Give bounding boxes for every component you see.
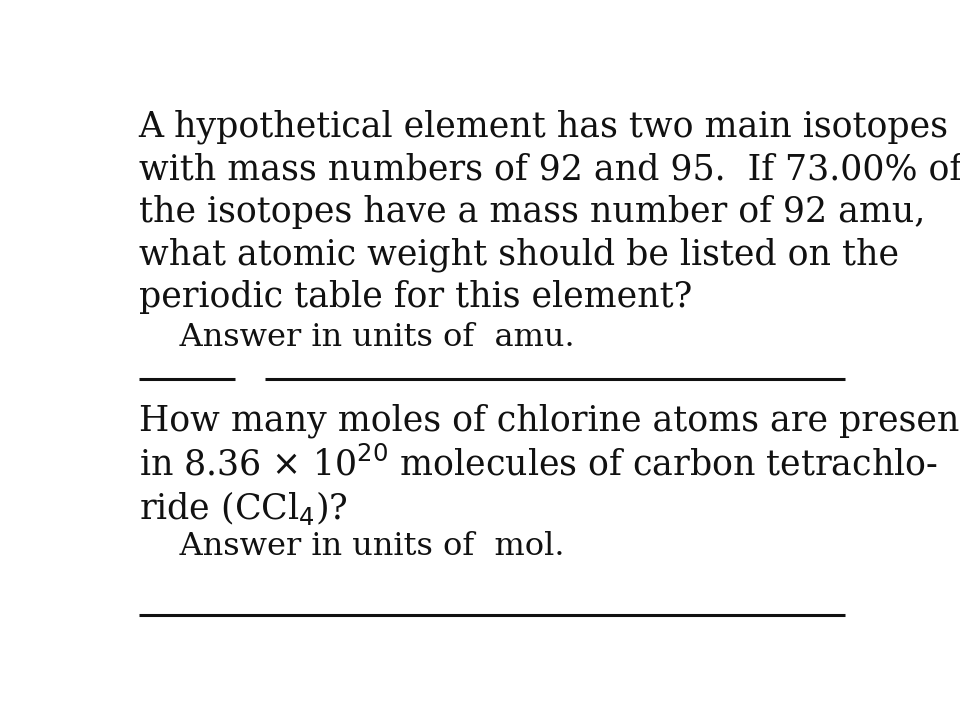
Text: what atomic weight should be listed on the: what atomic weight should be listed on t… (138, 237, 899, 272)
Text: Answer in units of  mol.: Answer in units of mol. (138, 532, 564, 562)
Text: periodic table for this element?: periodic table for this element? (138, 280, 692, 314)
Text: in 8.36 $\times$ 10$^{20}$ molecules of carbon tetrachlo-: in 8.36 $\times$ 10$^{20}$ molecules of … (138, 447, 937, 483)
Text: Answer in units of  amu.: Answer in units of amu. (138, 322, 574, 353)
Text: How many moles of chlorine atoms are present: How many moles of chlorine atoms are pre… (138, 404, 960, 438)
Text: ride (CCl$_4$)?: ride (CCl$_4$)? (138, 489, 348, 527)
Text: the isotopes have a mass number of 92 amu,: the isotopes have a mass number of 92 am… (138, 195, 924, 229)
Text: A hypothetical element has two main isotopes: A hypothetical element has two main isot… (138, 110, 948, 144)
Text: with mass numbers of 92 and 95.  If 73.00% of: with mass numbers of 92 and 95. If 73.00… (138, 152, 960, 186)
